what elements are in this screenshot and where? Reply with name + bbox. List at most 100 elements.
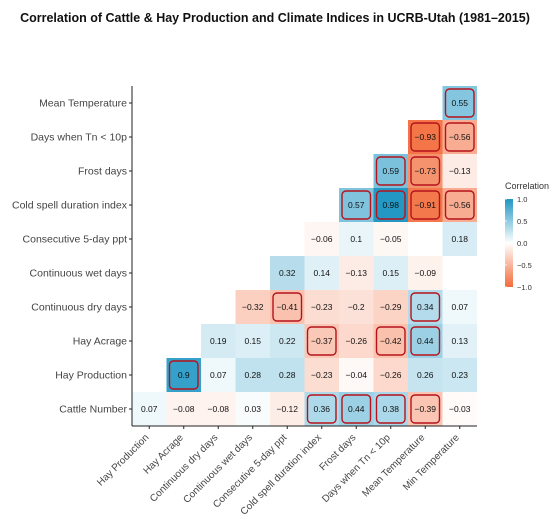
heatmap-cell <box>442 222 477 256</box>
heatmap-cell <box>201 358 236 392</box>
heatmap-cells: 0.55 −0.93 −0.56 0.59 −0.73 −0.13 0.57 0.98 −0.9… <box>132 86 477 426</box>
significance-outline <box>410 122 441 152</box>
heatmap-cell <box>442 290 477 324</box>
row-label: Hay Production <box>55 370 127 382</box>
heatmap-cell <box>304 392 339 426</box>
legend-tick-label: 0.5 <box>517 217 527 226</box>
heatmap-cell <box>408 120 443 154</box>
heatmap-cell <box>339 188 374 222</box>
heatmap-cell <box>373 222 408 256</box>
cell-value-label: 0.15 <box>244 336 261 346</box>
significance-outline <box>444 190 475 220</box>
cell-value-label: 0.13 <box>451 336 468 346</box>
heatmap-cell <box>408 188 443 222</box>
heatmap-cell <box>442 154 477 188</box>
row-label: Consecutive 5-day ppt <box>23 234 128 246</box>
heatmap-cell <box>304 222 339 256</box>
cell-value-label: 0.44 <box>348 404 365 414</box>
heatmap-cell <box>442 120 477 154</box>
significance-outline <box>375 190 406 220</box>
heatmap-cell <box>270 324 305 358</box>
cell-value-label: −0.56 <box>449 200 471 210</box>
cell-value-label: 0.57 <box>348 200 365 210</box>
row-label: Cold spell duration index <box>12 200 128 212</box>
heatmap-cell <box>373 358 408 392</box>
significance-outline <box>410 326 441 356</box>
cell-value-label: −0.09 <box>414 268 436 278</box>
heatmap-cell <box>408 256 443 290</box>
legend-tick-label: −1.0 <box>517 283 532 292</box>
cell-value-label: 0.18 <box>451 234 468 244</box>
heatmap-cell <box>442 256 477 290</box>
cell-value-label: −0.05 <box>380 234 402 244</box>
cell-value-label: −0.32 <box>242 302 264 312</box>
cell-value-label: 0.1 <box>350 234 362 244</box>
row-label: Days when Tn < 10p <box>31 132 128 144</box>
chart-title: Correlation of Cattle & Hay Production a… <box>20 11 530 25</box>
row-label: Continuous wet days <box>30 268 127 280</box>
cell-value-label: 0.07 <box>141 404 158 414</box>
legend-title: Correlation <box>505 181 549 191</box>
row-label: Cattle Number <box>59 404 127 416</box>
cell-value-label: 0.98 <box>382 200 399 210</box>
heatmap-cell <box>373 154 408 188</box>
cell-value-label: 0.9 <box>178 370 190 380</box>
cell-value-label: −0.56 <box>449 132 471 142</box>
heatmap-cell <box>408 154 443 188</box>
row-label: Hay Acrage <box>73 336 127 348</box>
cell-value-label: 0.26 <box>417 370 434 380</box>
row-label: Continuous dry days <box>31 302 127 314</box>
cell-value-label: −0.23 <box>311 302 333 312</box>
heatmap-cell <box>235 358 270 392</box>
heatmap-cell <box>408 392 443 426</box>
cell-value-label: −0.42 <box>380 336 402 346</box>
heatmap-cell <box>132 392 167 426</box>
legend-color-bar <box>505 199 513 287</box>
cell-value-label: 0.28 <box>244 370 261 380</box>
significance-outline <box>341 190 372 220</box>
significance-outline <box>341 394 372 424</box>
cell-value-label: −0.41 <box>276 302 298 312</box>
column-label: Hay Production <box>95 432 151 488</box>
cell-value-label: 0.36 <box>313 404 330 414</box>
heatmap-cell <box>408 290 443 324</box>
significance-outline <box>306 394 337 424</box>
significance-outline <box>410 292 441 322</box>
cell-value-label: 0.28 <box>279 370 296 380</box>
cell-value-label: −0.91 <box>414 200 436 210</box>
cell-value-label: 0.55 <box>451 98 468 108</box>
significance-outline <box>375 156 406 186</box>
heatmap-cell <box>442 358 477 392</box>
heatmap-cell <box>339 392 374 426</box>
heatmap-cell <box>235 392 270 426</box>
significance-outline <box>410 156 441 186</box>
cell-value-label: −0.08 <box>173 404 195 414</box>
legend-tick-label: −0.5 <box>517 261 532 270</box>
cell-value-label: 0.38 <box>382 404 399 414</box>
significance-outline <box>375 394 406 424</box>
cell-value-label: 0.14 <box>313 268 330 278</box>
heatmap-cell <box>408 222 443 256</box>
legend-tick-label: 1.0 <box>517 195 527 204</box>
heatmap-cell <box>235 290 270 324</box>
heatmap-cell <box>408 358 443 392</box>
significance-outline <box>410 190 441 220</box>
legend: Correlation 1.0 0.5 0.0 −0.5 −1.0 <box>505 181 549 292</box>
cell-value-label: 0.07 <box>451 302 468 312</box>
cell-value-label: −0.13 <box>449 166 471 176</box>
cell-value-label: 0.32 <box>279 268 296 278</box>
cell-value-label: −0.03 <box>449 404 471 414</box>
heatmap-cell <box>166 392 201 426</box>
cell-value-label: −0.04 <box>345 370 367 380</box>
heatmap-cell <box>442 324 477 358</box>
significance-outline <box>444 122 475 152</box>
column-label: Mean Temperature <box>360 432 427 499</box>
heatmap-cell <box>304 256 339 290</box>
cell-value-label: 0.59 <box>382 166 399 176</box>
row-labels: Mean Temperature Days when Tn < 10p Frost … <box>12 98 128 416</box>
significance-outline <box>444 88 475 118</box>
significance-outline <box>168 360 199 390</box>
heatmap-cell <box>442 392 477 426</box>
